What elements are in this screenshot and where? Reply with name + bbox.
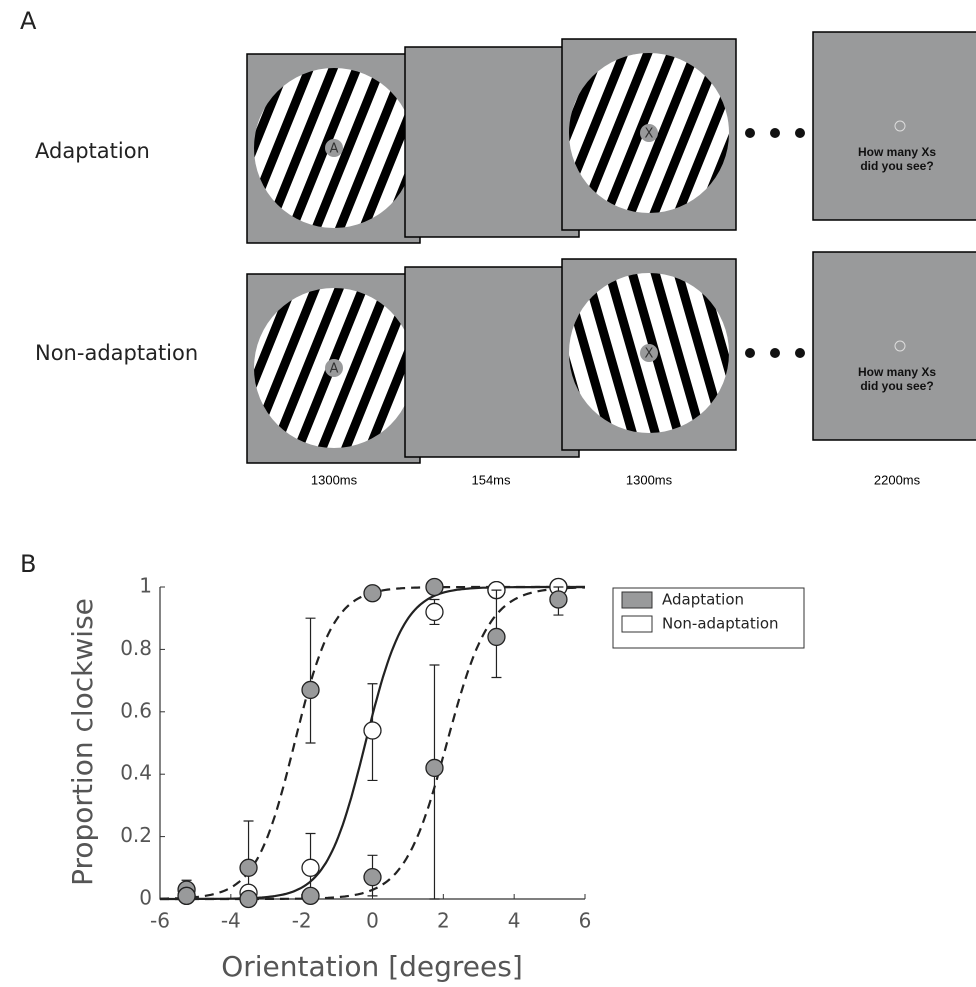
ellipsis-dot <box>745 128 755 138</box>
panel-label: B <box>20 550 36 578</box>
y-axis-label: Proportion clockwise <box>66 598 99 886</box>
duration: 1300ms <box>311 472 358 487</box>
letter: A <box>330 142 339 157</box>
panel-label: A <box>20 7 37 35</box>
legend-label: Adaptation <box>662 591 744 609</box>
fixation <box>640 124 658 142</box>
data-point <box>425 577 444 597</box>
duration: 154ms <box>471 472 511 487</box>
ellipsis-dot <box>795 348 805 358</box>
legend-swatch <box>621 591 653 609</box>
letter: A <box>330 362 339 377</box>
ellipsis-dot <box>745 348 755 358</box>
data-point <box>301 680 320 700</box>
x-tick-label: -4 <box>221 909 241 933</box>
error-bar <box>429 664 440 900</box>
x-tick-label: -6 <box>150 909 170 933</box>
data-point <box>425 602 444 622</box>
fixation <box>325 139 343 157</box>
y-tick-label: 0.8 <box>120 636 152 660</box>
x-tick-label: 4 <box>508 909 521 933</box>
data-point <box>425 758 444 778</box>
fixation-ring <box>894 120 906 132</box>
frame <box>404 266 580 458</box>
error-bar <box>305 617 316 744</box>
question: did you see? <box>860 159 933 173</box>
data-point <box>301 886 320 906</box>
x-axis-label: Orientation [degrees] <box>221 950 523 983</box>
question: How many Xs <box>858 365 936 379</box>
x-tick-label: 6 <box>579 909 592 933</box>
fixation <box>325 359 343 377</box>
legend-label: Non-adaptation <box>662 615 779 633</box>
letter: X <box>645 347 654 362</box>
question: did you see? <box>860 379 933 393</box>
duration: 2200ms <box>874 472 921 487</box>
row-label: Adaptation <box>35 139 150 163</box>
question: How many Xs <box>858 145 936 159</box>
data-point <box>239 889 258 909</box>
data-point <box>549 590 568 609</box>
data-point <box>177 886 196 906</box>
y-tick-label: 0.4 <box>120 761 152 785</box>
ellipsis-dot <box>770 348 780 358</box>
data-point <box>487 627 506 647</box>
y-tick-label: 0 <box>139 886 152 910</box>
fixation-ring <box>894 340 906 352</box>
data-point <box>363 721 382 740</box>
data-point <box>239 858 258 877</box>
x-tick-label: -2 <box>292 909 312 933</box>
x-tick-label: 0 <box>366 909 379 933</box>
x-tick-label: 2 <box>437 909 450 933</box>
letter: X <box>645 127 654 142</box>
ellipsis-dot <box>770 128 780 138</box>
fixation <box>640 344 658 362</box>
data-point <box>363 584 382 603</box>
y-tick-label: 0.6 <box>120 698 152 722</box>
y-tick-label: 0.2 <box>120 823 152 847</box>
ellipsis-dot <box>795 128 805 138</box>
legend-swatch <box>621 615 653 633</box>
row-label: Non-adaptation <box>35 341 198 365</box>
frame <box>404 46 580 238</box>
data-point <box>301 858 320 877</box>
y-tick-label: 1 <box>139 574 152 598</box>
duration: 1300ms <box>626 472 673 487</box>
data-point <box>363 868 382 887</box>
